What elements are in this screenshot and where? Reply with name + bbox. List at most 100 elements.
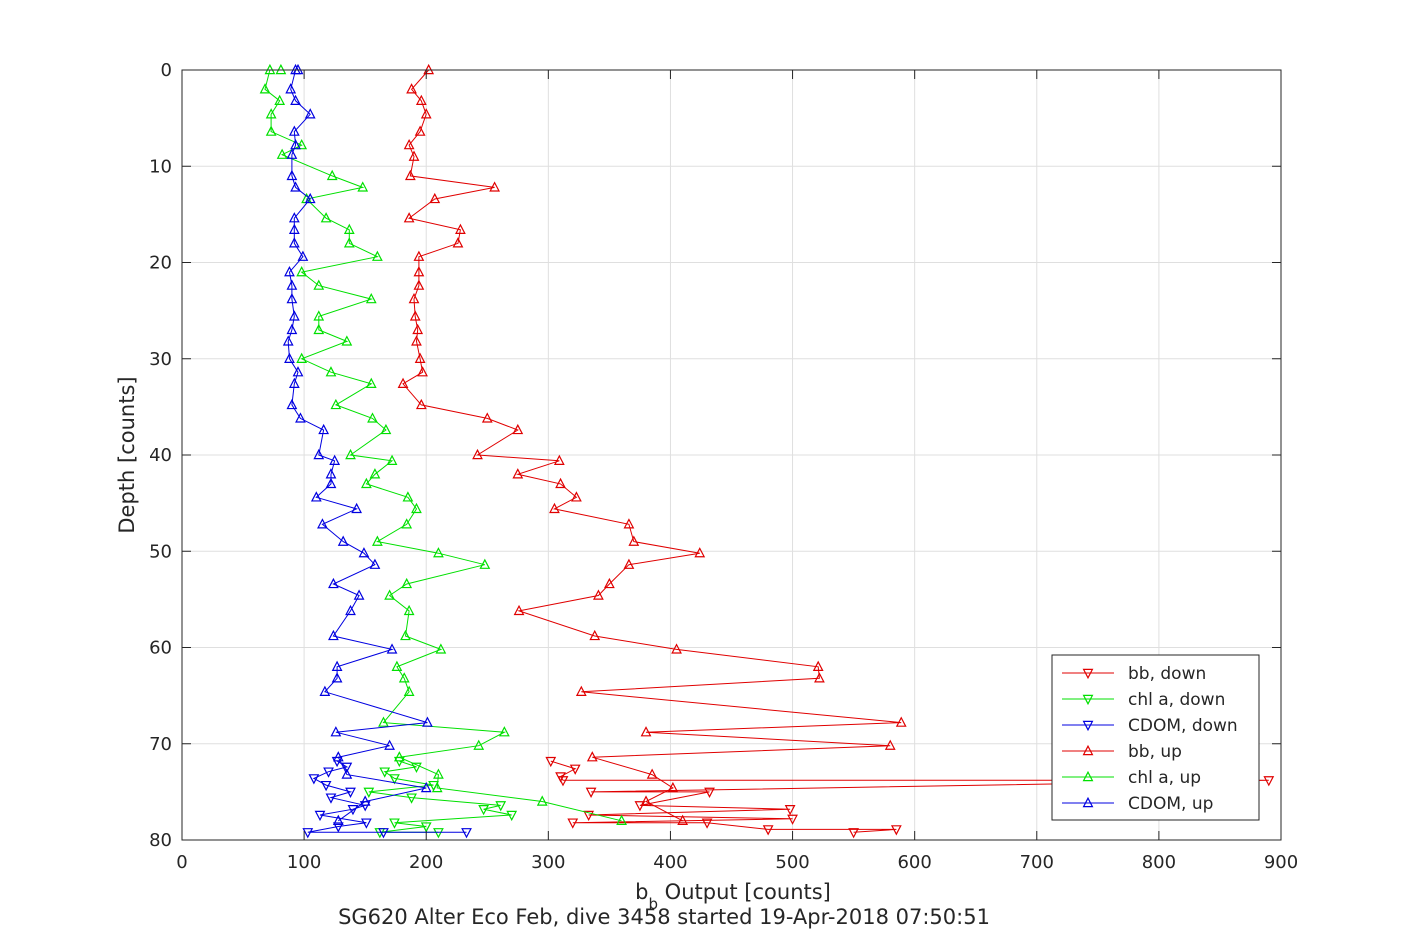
data-point: [288, 212, 300, 223]
data-point: [379, 767, 391, 778]
data-point: [512, 468, 524, 479]
data-point: [286, 279, 298, 290]
data-point: [583, 810, 595, 822]
data-point: [318, 423, 330, 435]
data-point: [331, 672, 343, 683]
data-point: [479, 558, 491, 569]
data-point: [320, 780, 332, 792]
legend: bb, down chl a, down CDOM, down bb, up chl a…: [1051, 654, 1260, 821]
series-line: [264, 69, 622, 822]
data-point: [286, 398, 298, 410]
data-point: [286, 148, 298, 159]
data-point: [313, 323, 325, 335]
data-point: [403, 212, 415, 223]
data-point: [310, 491, 322, 502]
data-point: [890, 825, 902, 836]
data-point: [495, 801, 507, 812]
series-4: [259, 63, 627, 825]
data-point: [313, 310, 325, 321]
x-tick-label: 100: [287, 852, 321, 873]
data-point: [285, 83, 297, 94]
data-point: [762, 825, 774, 836]
data-point: [331, 756, 343, 768]
data-point: [414, 352, 426, 363]
data-point: [284, 352, 295, 363]
legend-label: bb, up: [1128, 742, 1182, 762]
data-point: [290, 138, 301, 150]
data-point: [359, 795, 371, 806]
legend-box: [1051, 654, 1260, 821]
data-point: [398, 672, 410, 683]
x-tick-label: 0: [176, 852, 187, 873]
data-point: [557, 776, 569, 787]
data-point: [420, 781, 432, 793]
data-point: [296, 138, 308, 150]
data-point: [472, 448, 483, 460]
data-point: [884, 739, 896, 750]
data-point: [389, 818, 400, 829]
data-point: [358, 547, 370, 558]
data-point: [429, 192, 441, 204]
x-axis-label-main: b: [635, 880, 648, 904]
data-point: [417, 366, 428, 377]
data-point: [586, 751, 598, 762]
data-point: [360, 477, 372, 489]
x-tick-label: 600: [897, 852, 931, 873]
data-point: [288, 223, 300, 234]
y-tick-label: 40: [149, 445, 172, 466]
data-point: [282, 335, 294, 346]
data-point: [1263, 776, 1275, 787]
y-tick-label: 60: [149, 638, 172, 659]
data-point: [371, 250, 383, 261]
data-point: [286, 292, 298, 304]
data-point: [415, 398, 427, 410]
data-point: [667, 781, 679, 793]
y-axis-label: Depth [counts]: [115, 376, 139, 533]
data-point: [701, 818, 713, 829]
data-point: [646, 768, 658, 779]
data-point: [677, 814, 689, 825]
legend-marker: [1082, 694, 1094, 706]
data-point: [704, 787, 715, 798]
data-point: [422, 716, 433, 727]
data-point: [408, 292, 420, 304]
data-point: [323, 767, 334, 778]
data-point: [498, 726, 510, 737]
data-point: [481, 412, 493, 423]
x-axis: 0 100 200 300 400 500 600 700 800 900: [176, 70, 1298, 873]
data-point: [325, 477, 337, 489]
y-tick-label: 50: [149, 541, 172, 562]
data-point: [295, 412, 306, 423]
y-tick-label: 10: [149, 156, 172, 177]
data-point: [408, 150, 420, 161]
data-point: [413, 266, 425, 277]
legend-entry: chl a, up: [1062, 768, 1201, 788]
data-point: [286, 169, 298, 181]
data-point: [513, 604, 525, 616]
data-point: [325, 793, 337, 804]
data-point: [593, 589, 604, 600]
data-point: [569, 764, 581, 775]
data-point: [290, 63, 301, 75]
data-point: [571, 491, 582, 502]
data-point: [365, 377, 377, 388]
data-point: [351, 502, 363, 514]
data-point: [288, 125, 300, 136]
data-point: [640, 795, 652, 806]
data-point: [332, 822, 344, 833]
data-point: [787, 814, 798, 825]
series-0: [545, 756, 1275, 839]
data-point: [455, 223, 466, 234]
x-tick-label: 700: [1020, 852, 1054, 873]
data-point: [337, 535, 349, 546]
data-point: [585, 787, 597, 798]
data-point: [433, 547, 444, 558]
data-point: [378, 828, 389, 839]
data-point: [347, 804, 359, 816]
data-point: [384, 589, 395, 600]
legend-entry: chl a, down: [1062, 690, 1225, 710]
data-point: [325, 366, 337, 377]
data-point: [326, 169, 338, 181]
data-point: [623, 558, 635, 569]
y-tick-label: 70: [149, 734, 172, 755]
